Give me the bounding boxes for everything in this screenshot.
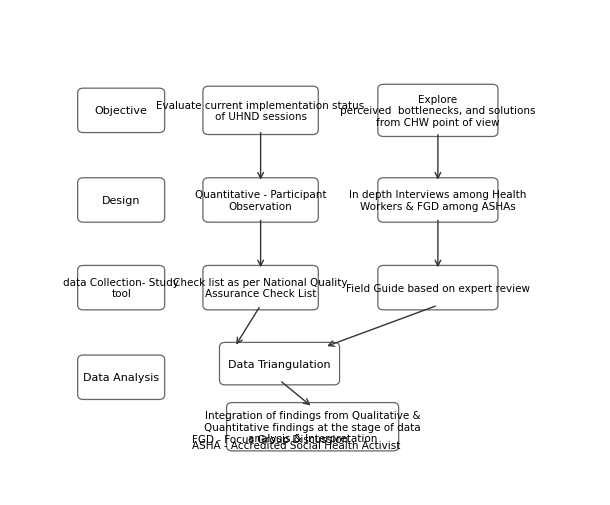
FancyBboxPatch shape <box>77 356 165 399</box>
Text: Check list as per National Quality
Assurance Check List: Check list as per National Quality Assur… <box>173 277 348 299</box>
Text: Design: Design <box>102 195 140 206</box>
Text: Objective: Objective <box>95 106 148 116</box>
FancyBboxPatch shape <box>77 266 165 310</box>
FancyBboxPatch shape <box>378 266 498 310</box>
FancyBboxPatch shape <box>77 178 165 223</box>
FancyBboxPatch shape <box>378 85 498 137</box>
FancyBboxPatch shape <box>77 89 165 133</box>
FancyBboxPatch shape <box>220 343 340 385</box>
FancyBboxPatch shape <box>203 87 318 135</box>
Text: Evaluate current implementation status
of UHND sessions: Evaluate current implementation status o… <box>157 100 365 122</box>
Text: Field Guide based on expert review: Field Guide based on expert review <box>346 283 530 293</box>
Text: ASHA - Accredited Social Health Activist: ASHA - Accredited Social Health Activist <box>192 440 400 450</box>
FancyBboxPatch shape <box>378 178 498 223</box>
Text: Data Analysis: Data Analysis <box>83 373 159 382</box>
FancyBboxPatch shape <box>203 178 318 223</box>
Text: Integration of findings from Qualitative &
Quantitative findings at the stage of: Integration of findings from Qualitative… <box>204 411 421 443</box>
Text: data Collection- Study
tool: data Collection- Study tool <box>63 277 179 299</box>
Text: Quantitative - Participant
Observation: Quantitative - Participant Observation <box>195 190 326 212</box>
FancyBboxPatch shape <box>226 403 399 451</box>
FancyBboxPatch shape <box>203 266 318 310</box>
Text: Data Triangulation: Data Triangulation <box>228 359 331 369</box>
Text: Explore
perceived  bottlenecks, and solutions
from CHW point of view: Explore perceived bottlenecks, and solut… <box>340 94 536 128</box>
Text: FGD - Focus Group Discussion: FGD - Focus Group Discussion <box>192 434 348 444</box>
Text: In depth Interviews among Health
Workers & FGD among ASHAs: In depth Interviews among Health Workers… <box>349 190 526 212</box>
